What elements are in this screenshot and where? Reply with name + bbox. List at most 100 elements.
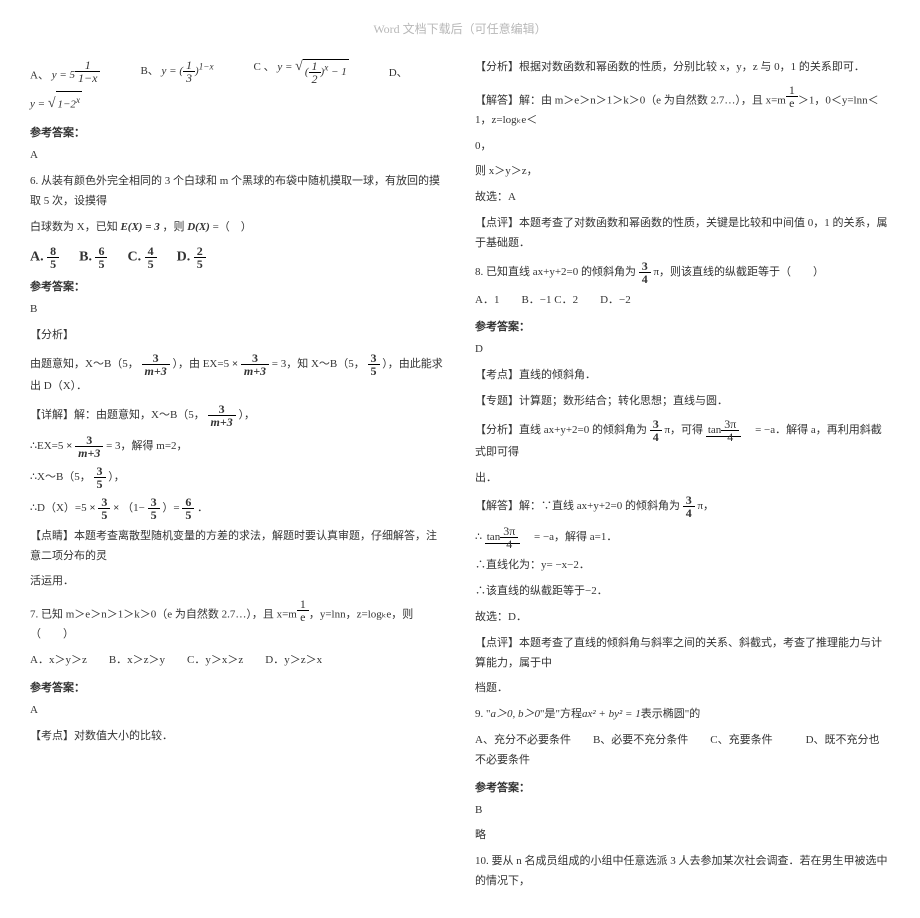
ex-line: ∴EX=5 × 3m+3 = 3，解得 m=2，	[30, 434, 445, 459]
f9d: 5	[182, 509, 194, 521]
f4d: m+3	[208, 416, 236, 428]
analysis-line-1: 由题意知，X～B（5， 3m+3 ），由 EX=5 × 3m+3 = 3，知 X…	[30, 352, 445, 397]
det-end: ），	[238, 409, 255, 421]
opt-d: D、	[389, 64, 408, 80]
solve-3: 【解答】解：∵直线 ax+y+2=0 的倾斜角为 34 π，	[475, 494, 890, 519]
comment-r2: 【点评】本题考查了对数函数和幂函数的性质，关键是比较和中间值 0，1 的关系，属…	[475, 214, 890, 254]
s3c: ∴	[475, 531, 482, 543]
q6-opt-a: A. 85	[30, 245, 59, 270]
answer-label-1: 参考答案：	[30, 124, 445, 140]
dxper: ．	[197, 502, 208, 514]
q6-options: A. 85 B. 65 C. 45 D. 25	[30, 245, 445, 270]
det-lbl: 【详解】解：由题意知，X～B（5，	[30, 409, 205, 421]
q7fd: e	[297, 611, 309, 623]
q8-text: 8. 已知直线 ax+y+2=0 的倾斜角为 34 π，则该直线的纵截距等于（ …	[475, 260, 890, 285]
q6d-d: 5	[194, 258, 206, 270]
f4n: 3	[208, 403, 236, 416]
answer-2: B	[30, 300, 445, 320]
s2a: 【解答】解：由 m＞e＞n＞1＞k＞0（e 为自然数 2.7…），且 x=m	[475, 94, 786, 106]
dxend: ）=	[162, 502, 179, 514]
an3fn: 3	[650, 418, 662, 431]
q8t2: π，则该直线的纵截距等于（ ）	[654, 266, 825, 278]
left-column: A、 y = 511−x B、 y = (13)1−x C 、 y = (12)…	[30, 52, 445, 898]
q6c-lbl: C.	[127, 250, 141, 265]
tpd: 4	[721, 431, 739, 443]
solve-3c: ∴ tan3π4 = −a，解得 a=1．	[475, 525, 890, 550]
xb-line: ∴X～B（5， 35 ），	[30, 465, 445, 490]
answer-label-4: 参考答案：	[475, 318, 890, 334]
q6-text-2: 白球数为 X，已知 E(X) = 3 ，则 D(X) =（ ）	[30, 218, 445, 238]
analysis-2: 【分析】根据对数函数和幂函数的性质，分别比较 x，y，z 与 0，1 的关系即可…	[475, 58, 890, 78]
s2fd: e	[786, 97, 798, 109]
f7n: 3	[98, 496, 110, 509]
q6-ex: E(X) = 3	[120, 221, 159, 233]
opt-c-label: C 、	[254, 61, 275, 73]
solve-2c: 0，	[475, 137, 890, 157]
q8t1: 8. 已知直线 ax+y+2=0 的倾斜角为	[475, 266, 636, 278]
page-header: Word 文档下载后（可任意编辑）	[30, 20, 890, 37]
f6d: 5	[94, 478, 106, 490]
xbl1: ∴X～B（5，	[30, 471, 91, 483]
q9-opts: A、充分不必要条件 B、必要不充分条件 C、充要条件 D、既不充分也不必要条件	[475, 731, 890, 771]
solve-3g: 故选：D．	[475, 608, 890, 628]
answer-5: B	[475, 801, 890, 821]
opt-c: C 、 y = (12)x − 1	[254, 58, 349, 85]
q9t3: 表示椭圆"的	[641, 708, 701, 720]
tan-box-2: tan3π4	[485, 531, 521, 544]
solve-2: 【解答】解：由 m＞e＞n＞1＞k＞0（e 为自然数 2.7…），且 x=m1e…	[475, 84, 890, 131]
opt-b-label: B、	[140, 65, 158, 77]
q6-text2-span: 白球数为 X，已知	[30, 221, 118, 233]
an3a: 【分析】直线 ax+y+2=0 的倾斜角为	[475, 424, 647, 436]
opt-b-math: y = (13)1−x	[162, 65, 214, 77]
dxmid: （1−	[122, 502, 145, 514]
q6b-d: 5	[95, 258, 107, 270]
comment-2: 活运用．	[30, 572, 445, 592]
mult1: ×	[232, 358, 238, 370]
opt-a-math: y = 511−x	[52, 69, 101, 81]
q6b-lbl: B.	[79, 250, 92, 265]
an1b: ），由 EX=5	[172, 358, 229, 370]
exl1: ∴EX=5	[30, 440, 63, 452]
s2fn: 1	[786, 84, 798, 97]
q9m2: ax² + by² = 1	[582, 708, 641, 720]
f5d: m+3	[75, 447, 103, 459]
an1c: = 3，知 X～B（5，	[272, 358, 365, 370]
f8n: 3	[148, 496, 160, 509]
q7t1: 7. 已知 m＞e＞n＞1＞k＞0（e 为自然数 2.7…），且 x=m	[30, 608, 297, 620]
analysis-3d: 出．	[475, 469, 890, 489]
tp2d: 4	[500, 538, 518, 550]
q9-text: 9. "a＞0, b＞0"是"方程ax² + by² = 1表示椭圆"的	[475, 705, 890, 725]
q6-opt-d: D. 25	[177, 245, 206, 270]
dxl1: ∴D（X）=5	[30, 502, 87, 514]
q6-opt-c: C. 45	[127, 245, 156, 270]
comment-3: 【点评】本题考查了直线的倾斜角与斜率之间的关系、斜截式，考查了推理能力与计算能力…	[475, 634, 890, 674]
q6-dx: D(X)	[187, 221, 210, 233]
q7-text: 7. 已知 m＞e＞n＞1＞k＞0（e 为自然数 2.7…），且 x=m1e，y…	[30, 598, 445, 645]
tpn: 3π	[721, 418, 739, 431]
f3d: 5	[368, 365, 380, 377]
q6a-d: 5	[47, 258, 59, 270]
q6-text: 6. 从装有颜色外完全相同的 3 个白球和 m 个黑球的布袋中随机摸取一球，有放…	[30, 172, 445, 212]
opt-a-label: A、	[30, 69, 49, 81]
dx-line: ∴D（X）=5 × 35 × （1− 35 ）= 65 ．	[30, 496, 445, 521]
q7-opts: A．x＞y＞z B．x＞z＞y C．y＞x＞z D．y＞z＞x	[30, 651, 445, 671]
q9t1: 9. "	[475, 708, 491, 720]
q6d-lbl: D.	[177, 250, 191, 265]
xbl2: ），	[108, 471, 125, 483]
analysis-3: 【分析】直线 ax+y+2=0 的倾斜角为 34 π，可得 tan3π4 = −…	[475, 418, 890, 463]
an1a: 由题意知，X～B（5，	[30, 358, 139, 370]
q6-end: =（ ）	[213, 221, 252, 233]
mult3: ×	[89, 502, 95, 514]
exam-point-1: 【考点】对数值大小的比较．	[30, 727, 445, 747]
right-column: 【分析】根据对数函数和幂函数的性质，分别比较 x，y，z 与 0，1 的关系即可…	[475, 52, 890, 898]
solve-3f: ∴该直线的纵截距等于−2．	[475, 582, 890, 602]
f6n: 3	[94, 465, 106, 478]
f7d: 5	[98, 509, 110, 521]
comment-1: 【点睛】本题考查离散型随机变量的方差的求法，解题时要认真审题，仔细解答，注意二项…	[30, 527, 445, 567]
answer-label-2: 参考答案：	[30, 278, 445, 294]
f2d: m+3	[241, 365, 269, 377]
answer-4: D	[475, 340, 890, 360]
tan-box: tan3π4	[706, 424, 742, 437]
s3fd: 4	[683, 507, 695, 519]
q9m1: a＞0, b＞0	[491, 708, 541, 720]
